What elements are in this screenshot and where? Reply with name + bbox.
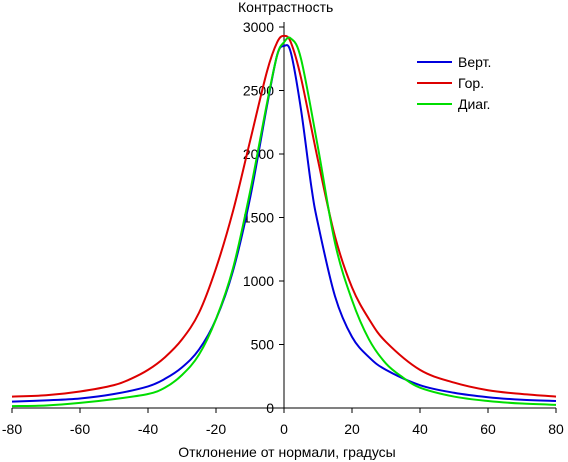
x-tick-label: 0: [280, 421, 288, 437]
x-tick-label: 20: [344, 421, 360, 437]
y-tick-label: 2500: [243, 83, 274, 99]
legend: Верт. Гор. Диаг.: [417, 54, 491, 112]
legend-label-3: Диаг.: [458, 96, 490, 112]
series-line-2: [11, 34, 557, 398]
y-tick-label: 1500: [243, 210, 274, 226]
x-tick-label: 60: [480, 421, 496, 437]
series-line-3: [11, 36, 557, 408]
x-tick-label: 80: [548, 421, 564, 437]
x-tick-label: 40: [412, 421, 428, 437]
legend-label-2: Гор.: [458, 75, 484, 91]
y-tick-label: 1000: [243, 273, 274, 289]
x-ticks: -80 -60 -40 -20 0 20 40 60 80: [2, 408, 564, 437]
y-tick-label: 3000: [243, 19, 274, 35]
x-tick-label: -80: [2, 421, 22, 437]
series-lines: [11, 34, 557, 408]
x-tick-label: -20: [206, 421, 226, 437]
y-tick-label: 500: [251, 337, 275, 353]
x-axis-title: Отклонение от нормали, градусы: [178, 444, 395, 460]
legend-label-1: Верт.: [458, 54, 491, 70]
x-tick-label: -60: [70, 421, 90, 437]
y-tick-label: 0: [266, 400, 274, 416]
x-tick-label: -40: [138, 421, 158, 437]
y-axis-title: Контрастность: [238, 0, 333, 15]
